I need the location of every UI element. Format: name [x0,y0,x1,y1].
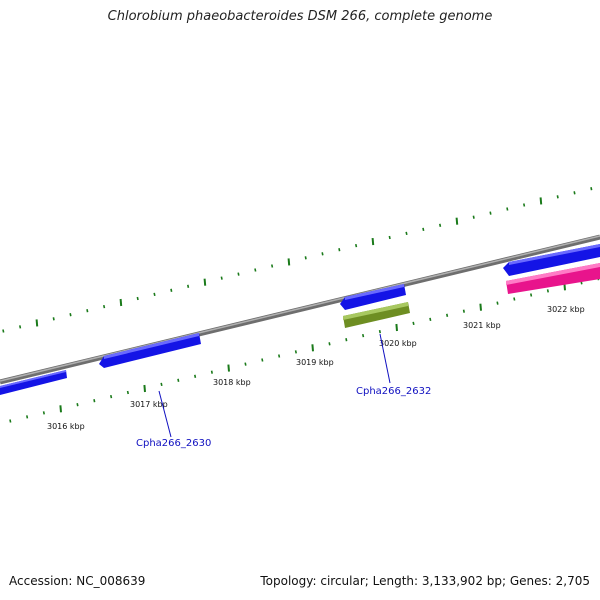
tick-minor [489,211,492,215]
gene-forward-5[interactable] [503,244,600,276]
tick-minor [546,289,549,293]
tick-minor [254,268,257,272]
gene-label-cpha266-2630[interactable]: Cpha266_2630 [136,438,211,449]
tick-minor [110,394,113,399]
tick-row-upper [2,187,593,333]
tick-minor [170,288,173,292]
tick-major [35,319,39,327]
tick-minor [136,296,139,301]
gene-rna-6[interactable] [506,263,600,294]
tick-minor [304,256,307,260]
gene-label-cpha266-2632[interactable]: Cpha266_2632 [356,386,431,397]
tick-minor [271,264,274,268]
tick-minor [328,342,331,346]
tick-minor [194,374,197,378]
genome-backbone [0,234,600,385]
tick-minor [26,415,29,419]
tick-minor [42,411,45,415]
tick-minor [496,301,499,305]
kbp-label: 3016 kbp [47,422,85,431]
tick-minor [278,354,281,358]
tick-minor [556,195,559,199]
tick-row-lower [9,277,600,423]
tick-major [227,364,230,372]
tick-major [119,298,123,307]
tick-minor [439,223,442,227]
tick-minor [412,321,415,326]
tick-major [371,238,375,246]
tick-major [479,303,482,311]
tick-minor [506,207,509,211]
map-title: Chlorobium phaeobacteroides DSM 266, com… [107,9,493,24]
kbp-label: 3019 kbp [296,358,334,367]
gene-cpha266-2630[interactable] [99,333,201,368]
kbp-label: 3018 kbp [213,378,251,387]
gene-forward-3[interactable] [340,284,406,310]
tick-minor [244,362,247,366]
tick-minor [126,390,129,395]
tick-minor [345,338,348,342]
tick-minor [513,297,516,301]
tick-minor [103,304,106,309]
tick-major [455,217,459,225]
kbp-label: 3020 kbp [379,339,417,348]
tick-minor [388,235,391,240]
tick-minor [153,292,156,297]
tick-major [59,405,62,413]
kbp-label: 3022 kbp [547,305,585,314]
gene-cpha266-2632[interactable] [343,302,410,328]
tick-minor [177,378,180,382]
tick-minor [9,419,12,423]
tick-minor [160,382,163,387]
tick-minor [523,203,526,207]
tick-minor [590,187,593,191]
tick-minor [446,313,449,317]
tick-minor [362,333,365,338]
gene-label-leader [158,390,172,438]
tick-minor [2,329,5,333]
tick-minor [338,248,341,252]
tick-minor [220,276,223,280]
tick-minor [429,317,432,322]
tick-minor [76,403,79,407]
tick-minor [69,313,72,317]
tick-minor [86,309,89,313]
tick-minor [294,350,297,354]
tick-minor [261,358,264,362]
tick-minor [321,252,324,256]
gene-forward-1[interactable] [0,370,67,395]
tick-minor [187,284,190,288]
tick-minor [472,215,475,219]
tick-minor [422,227,425,232]
accession-label: Accession: NC_008639 [9,574,146,588]
tick-major [311,344,314,352]
tick-major [395,323,398,332]
tick-minor [19,325,22,329]
tick-minor [573,191,576,195]
tick-major [287,258,291,266]
kbp-label: 3017 kbp [130,400,168,409]
kbp-label: 3021 kbp [463,321,501,330]
tick-minor [237,272,240,276]
tick-minor [210,370,213,374]
tick-minor [462,309,465,313]
tick-major [203,278,207,286]
genome-summary: Topology: circular; Length: 3,133,902 bp… [260,574,590,588]
tick-minor [355,243,358,248]
tick-minor [405,231,408,236]
tick-major [539,197,543,205]
gene-label-leader [379,333,391,384]
tick-major [143,384,146,393]
tick-minor [530,293,533,297]
tick-minor [93,399,96,403]
tick-minor [378,329,381,334]
tick-minor [52,317,55,321]
